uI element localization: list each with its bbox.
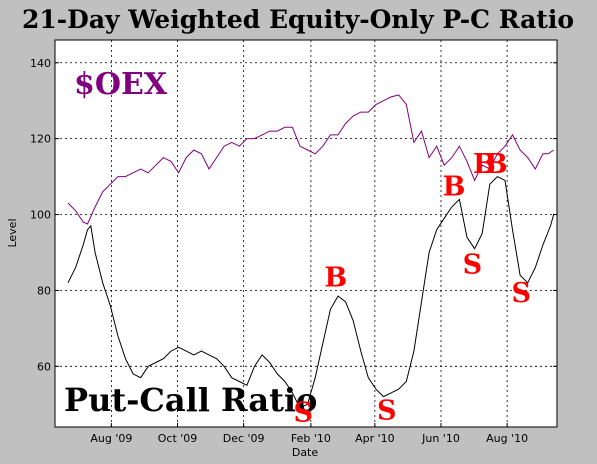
- x-tick-label: Oct '09: [158, 432, 198, 445]
- buy-signal: B: [324, 263, 347, 294]
- oex-line: [67, 94, 554, 225]
- y-tick-label: 60: [37, 360, 51, 373]
- x-tick-label: Dec '09: [223, 432, 265, 445]
- y-tick-label: 120: [30, 133, 51, 146]
- x-tick-label: Aug '09: [90, 432, 132, 445]
- y-tick-label: 80: [37, 284, 51, 297]
- sell-signal: S: [511, 278, 531, 309]
- y-axis-label: Level: [6, 218, 19, 247]
- sell-signal: S: [377, 395, 397, 426]
- buy-signal: B: [473, 149, 496, 180]
- series: [67, 94, 555, 409]
- x-axis-label: Date: [292, 446, 319, 459]
- tick-labels: 60 80 100 120 140 Aug '09 Oct '09 Dec '09 Feb '1…: [30, 57, 528, 445]
- plot-frame: [54, 39, 558, 428]
- sell-signal: S: [294, 397, 314, 428]
- chart-title: 21-Day Weighted Equity-Only P-C Ratio: [22, 5, 574, 34]
- x-tick-label: Jun '10: [421, 432, 460, 445]
- put-call-ratio-line: [67, 175, 555, 409]
- buy-signal: B: [485, 149, 508, 180]
- put-call-label: Put-Call Ratio: [64, 381, 317, 419]
- y-tick-label: 140: [30, 57, 51, 70]
- x-tick-label: Aug '10: [486, 432, 528, 445]
- sell-signal: S: [463, 249, 483, 280]
- y-tick-label: 100: [30, 209, 51, 222]
- x-tick-label: Feb '10: [291, 432, 331, 445]
- grid: [55, 40, 557, 427]
- buy-signal: B: [443, 172, 466, 203]
- plot-area: [55, 40, 557, 427]
- x-tick-label: Apr '10: [355, 432, 395, 445]
- oex-label: $OEX: [74, 67, 168, 102]
